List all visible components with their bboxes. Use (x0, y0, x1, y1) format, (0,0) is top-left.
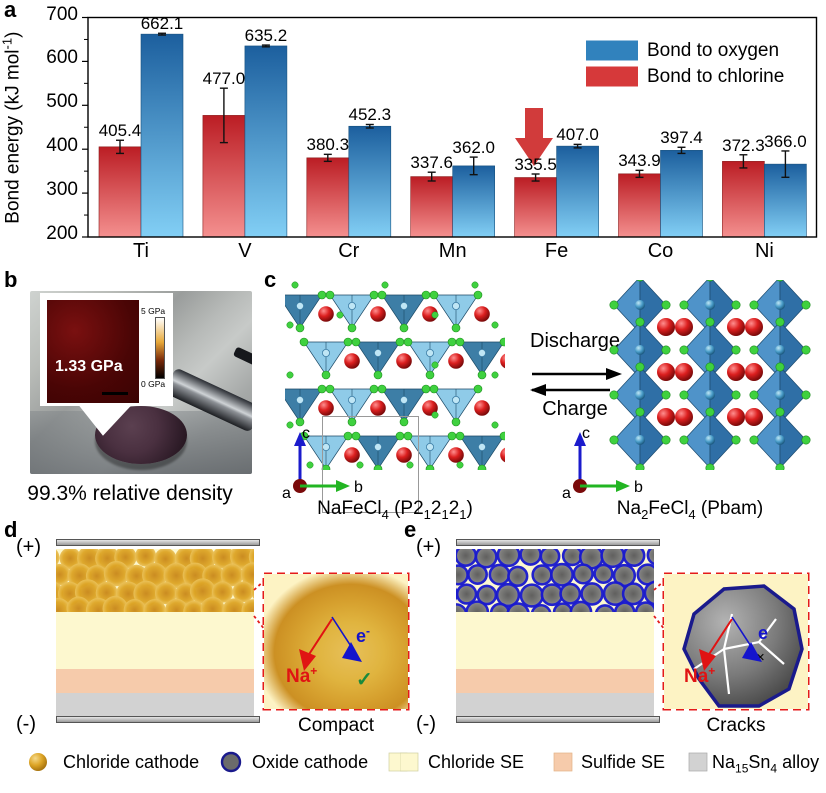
svg-text:c: c (302, 425, 310, 442)
svg-text:Bond to oxygen: Bond to oxygen (647, 40, 779, 61)
svg-text:b: b (354, 479, 363, 496)
svg-text:c: c (582, 425, 590, 442)
svg-text:Bond to chlorine: Bond to chlorine (647, 66, 784, 87)
svg-text:a: a (562, 485, 571, 498)
svg-text:b: b (634, 479, 643, 496)
svg-text:a: a (282, 485, 291, 498)
